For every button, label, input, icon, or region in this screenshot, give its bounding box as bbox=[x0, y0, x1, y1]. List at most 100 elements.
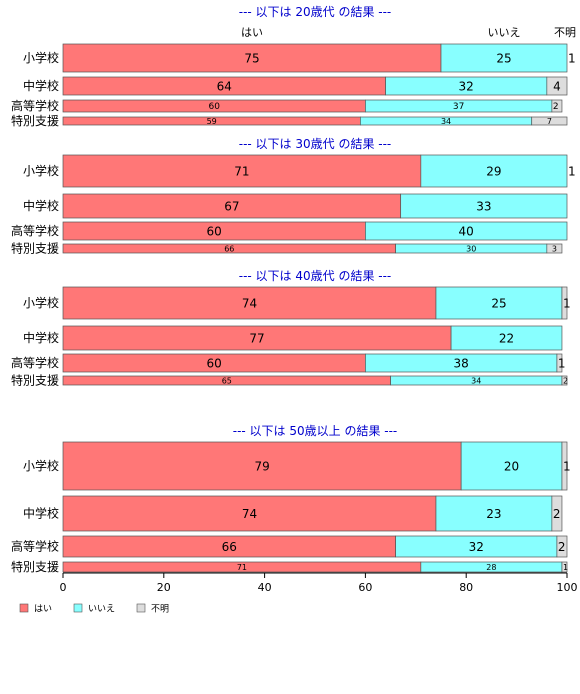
bar-segment-unknown bbox=[551, 495, 563, 532]
value-label: 34 bbox=[471, 376, 481, 385]
panel-title: --- 以下は 30歳代 の結果 --- bbox=[239, 137, 392, 151]
bar-segment-unknown bbox=[546, 243, 563, 254]
bar-segment-no bbox=[435, 495, 553, 532]
category-label: 高等学校 bbox=[11, 539, 59, 554]
panel-3: --- 以下は 40歳代 の結果 --- 小学校 74 25 1 中学校 77 22 高等学校 6… bbox=[11, 269, 571, 388]
value-label: 32 bbox=[469, 540, 484, 554]
legend-label: 不明 bbox=[151, 604, 169, 615]
bar-segment-no bbox=[435, 286, 563, 320]
category-label: 高等学校 bbox=[11, 98, 59, 113]
category-label: 小学校 bbox=[23, 458, 59, 473]
value-label: 74 bbox=[242, 507, 257, 521]
value-label: 2 bbox=[563, 376, 568, 385]
value-label: 1 bbox=[558, 356, 566, 370]
legend-swatch bbox=[19, 603, 29, 613]
bar-segment-unknown bbox=[561, 441, 568, 491]
value-label: 60 bbox=[207, 356, 222, 370]
value-label: 22 bbox=[499, 331, 514, 345]
value-label: 38 bbox=[454, 356, 469, 370]
value-label: 60 bbox=[208, 102, 220, 112]
legend-label: いいえ bbox=[88, 604, 115, 615]
bar-segment-unknown bbox=[561, 375, 568, 386]
bar-segment-yes bbox=[62, 286, 437, 320]
value-label: 71 bbox=[237, 563, 247, 572]
panel-title: --- 以下は 40歳代 の結果 --- bbox=[239, 269, 392, 283]
value-label: 75 bbox=[244, 51, 259, 65]
value-label: 20 bbox=[504, 459, 519, 473]
value-label: 79 bbox=[254, 459, 269, 473]
bar-segment-unknown bbox=[556, 535, 568, 558]
category-label: 小学校 bbox=[23, 163, 59, 178]
category-label: 特別支援 bbox=[11, 113, 59, 128]
bar-segment-no bbox=[420, 154, 568, 188]
bar-segment-no bbox=[365, 221, 568, 241]
x-axis: 0 20 40 60 80 100 bbox=[60, 572, 578, 594]
value-label: 29 bbox=[486, 164, 501, 178]
panel-2: --- 以下は 30歳代 の結果 --- 小学校 71 29 1 中学校 67 33 高等学校 6… bbox=[11, 137, 576, 256]
value-label: 77 bbox=[249, 331, 264, 345]
bar-segment-no bbox=[440, 43, 568, 73]
legend: はい いいえ 不明 bbox=[19, 603, 169, 615]
value-label: 1 bbox=[568, 51, 576, 65]
bar-segment-unknown bbox=[531, 116, 568, 126]
bar-segment-unknown bbox=[546, 76, 568, 96]
value-label: 1 bbox=[568, 164, 576, 178]
value-label: 7 bbox=[547, 117, 552, 126]
value-label: 23 bbox=[486, 507, 501, 521]
value-label: 60 bbox=[207, 224, 222, 238]
bar-segment-unknown bbox=[551, 99, 563, 113]
value-label: 37 bbox=[453, 102, 464, 112]
panel-title: --- 以下は 50歳以上 の結果 --- bbox=[233, 424, 398, 438]
bar-segment-yes bbox=[62, 441, 462, 491]
value-label: 71 bbox=[234, 164, 249, 178]
panel-title: --- 以下は 20歳代 の結果 --- bbox=[239, 5, 392, 19]
legend-swatch bbox=[136, 603, 146, 613]
category-label: 高等学校 bbox=[11, 355, 59, 370]
bar-segment-yes bbox=[62, 495, 437, 532]
value-label: 2 bbox=[553, 102, 559, 112]
x-tick-label: 40 bbox=[258, 581, 272, 594]
value-label: 1 bbox=[563, 296, 571, 310]
bar-segment-no bbox=[400, 193, 568, 219]
value-label: 66 bbox=[222, 540, 237, 554]
value-label: 67 bbox=[224, 199, 239, 213]
value-label: 30 bbox=[466, 244, 476, 253]
x-tick-label: 60 bbox=[358, 581, 372, 594]
value-label: 59 bbox=[207, 117, 217, 126]
category-label: 特別支援 bbox=[11, 373, 59, 388]
value-label: 3 bbox=[552, 244, 557, 253]
bar-segment-no bbox=[460, 441, 563, 491]
x-tick-label: 0 bbox=[60, 581, 67, 594]
bar-segment-yes bbox=[62, 43, 442, 73]
column-header: はい bbox=[241, 26, 263, 39]
category-label: 中学校 bbox=[23, 330, 59, 345]
category-label: 中学校 bbox=[23, 506, 59, 521]
x-tick-label: 100 bbox=[557, 581, 578, 594]
bar-segment-unknown bbox=[556, 353, 563, 373]
value-label: 34 bbox=[441, 117, 451, 126]
value-label: 33 bbox=[476, 199, 491, 213]
x-tick-label: 20 bbox=[157, 581, 171, 594]
legend-swatch bbox=[73, 603, 83, 613]
x-tick-label: 80 bbox=[459, 581, 473, 594]
value-label: 28 bbox=[486, 563, 496, 572]
bar-segment-yes bbox=[62, 154, 422, 188]
category-label: 特別支援 bbox=[11, 241, 59, 256]
category-label: 特別支援 bbox=[11, 559, 59, 574]
value-label: 64 bbox=[217, 79, 232, 93]
column-header: いいえ bbox=[488, 26, 521, 39]
bar-segment-no bbox=[450, 325, 563, 351]
value-label: 2 bbox=[553, 507, 561, 521]
category-label: 中学校 bbox=[23, 78, 59, 93]
category-label: 高等学校 bbox=[11, 223, 59, 238]
category-label: 中学校 bbox=[23, 198, 59, 213]
value-label: 1 bbox=[563, 459, 571, 473]
bar-segment-unknown bbox=[561, 561, 568, 573]
category-label: 小学校 bbox=[23, 50, 59, 65]
value-label: 1 bbox=[563, 563, 568, 572]
value-label: 74 bbox=[242, 296, 257, 310]
value-label: 32 bbox=[459, 79, 474, 93]
